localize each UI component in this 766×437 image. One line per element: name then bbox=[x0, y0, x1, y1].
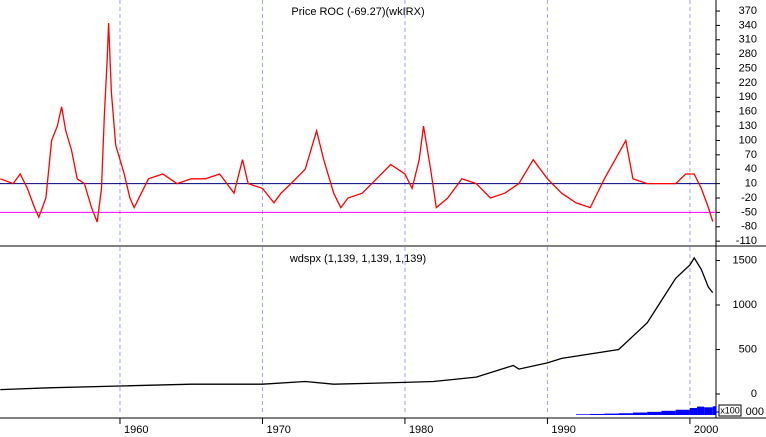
y-tick-label: 70 bbox=[745, 149, 757, 161]
y-tick-label: -50 bbox=[741, 206, 757, 218]
data-line bbox=[0, 256, 714, 391]
y-tick-label: 160 bbox=[739, 106, 757, 118]
panel-title: wdspx (1,139, 1,139, 1,139) bbox=[289, 253, 426, 265]
unit-box bbox=[718, 404, 742, 417]
x-tick-label: 1980 bbox=[409, 424, 433, 436]
volume-bar bbox=[689, 408, 698, 415]
y-tick-label: 40 bbox=[745, 163, 757, 175]
volume-bar bbox=[575, 414, 591, 415]
y-tick-label: 100 bbox=[739, 134, 757, 146]
x-tick-label: 2000 bbox=[694, 424, 718, 436]
volume-bar bbox=[647, 411, 662, 415]
y-tick-label: 10 bbox=[745, 178, 757, 190]
x-tick-label: 1970 bbox=[266, 424, 290, 436]
y-tick-label: 500 bbox=[739, 343, 757, 355]
y-tick-label: -80 bbox=[741, 221, 757, 233]
volume-bar bbox=[661, 410, 676, 415]
y-tick-label: -110 bbox=[736, 235, 757, 247]
y-tick-label: 340 bbox=[739, 19, 757, 31]
volume-bar bbox=[704, 407, 713, 415]
y-tick-label: 1500 bbox=[733, 254, 757, 266]
y-tick-label: 280 bbox=[739, 48, 757, 60]
y-tick-label: 1000 bbox=[733, 299, 757, 311]
volume-bar bbox=[590, 413, 605, 415]
y-tick-label: 190 bbox=[739, 91, 757, 103]
volume-bar bbox=[697, 406, 705, 415]
y-tick-label: 220 bbox=[739, 77, 757, 89]
volume-bar bbox=[632, 412, 648, 415]
y2-unit: x100 bbox=[720, 405, 740, 415]
panel-title: Price ROC (-69.27)(wkIRX) bbox=[291, 6, 424, 18]
y-tick-label: 370 bbox=[739, 5, 757, 17]
y-tick-label: 250 bbox=[739, 62, 757, 74]
y2-tick-label: 000 bbox=[746, 406, 764, 418]
volume-bar bbox=[604, 413, 619, 415]
volume-bar bbox=[618, 413, 633, 415]
data-line bbox=[0, 22, 714, 223]
y-tick-label: 310 bbox=[739, 34, 757, 46]
volume-bar bbox=[675, 409, 690, 415]
x-tick-label: 1960 bbox=[124, 424, 148, 436]
volume-bar bbox=[712, 406, 716, 415]
x-tick-label: 1990 bbox=[551, 424, 575, 436]
y-tick-label: 130 bbox=[739, 120, 757, 132]
y-tick-label: 0 bbox=[751, 388, 757, 400]
y-tick-label: -20 bbox=[741, 192, 757, 204]
